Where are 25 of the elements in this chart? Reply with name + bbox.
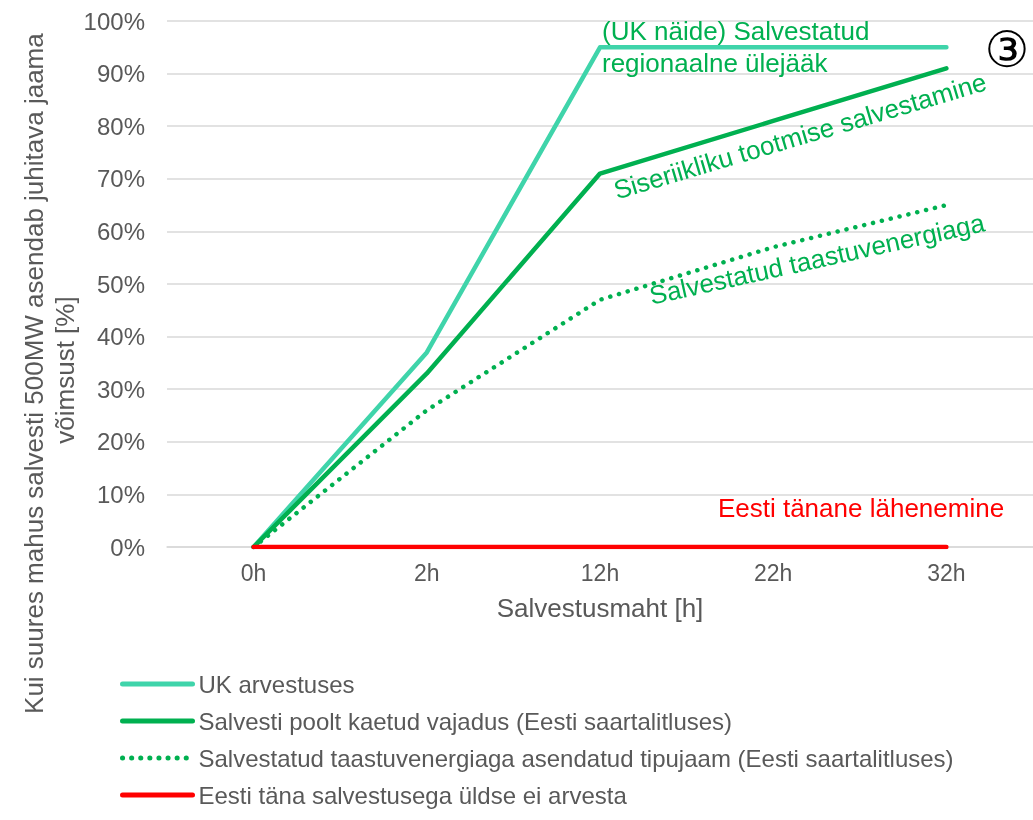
y-tick-label: 60% bbox=[96, 217, 145, 245]
legend-label: Salvesti poolt kaetud vajadus (Eesti saartalitluses) bbox=[198, 707, 733, 735]
annotation: Eesti tänane lähenemine bbox=[717, 493, 1005, 523]
y-tick-label: 10% bbox=[96, 480, 145, 508]
annotation: (UK näide) Salvestatud regionaalne ülejääk bbox=[602, 16, 877, 79]
y-tick-label: 50% bbox=[96, 270, 145, 298]
y-tick-label: 20% bbox=[96, 428, 145, 456]
x-axis-title: Salvestusmaht [h] bbox=[496, 593, 704, 623]
y-tick-label: 70% bbox=[96, 165, 145, 193]
x-tick-label: 22h bbox=[754, 559, 793, 586]
annotation: ③ bbox=[984, 21, 1030, 79]
y-axis-title: Kui suures mahus salvesti 500MW asendab juhitava jaama võimsust [%] bbox=[18, 26, 80, 714]
legend-label: UK arvestuses bbox=[198, 670, 355, 698]
y-tick-label: 90% bbox=[96, 60, 145, 88]
x-tick-label: 0h bbox=[240, 559, 267, 586]
x-tick-label: 12h bbox=[580, 559, 620, 586]
x-tick-label: 2h bbox=[414, 559, 440, 586]
legend-label: Salvestatud taastuvenergiaga asendatud tipujaam (Eesti saartalitluses) bbox=[198, 744, 954, 772]
y-tick-label: 100% bbox=[83, 7, 145, 35]
x-tick-label: 32h bbox=[927, 559, 966, 586]
y-tick-label: 40% bbox=[96, 323, 145, 351]
y-tick-label: 80% bbox=[96, 112, 145, 140]
y-tick-label: 0% bbox=[110, 533, 145, 561]
legend-label: Eesti täna salvestusega üldse ei arvesta bbox=[198, 781, 628, 809]
y-tick-label: 30% bbox=[96, 375, 145, 403]
